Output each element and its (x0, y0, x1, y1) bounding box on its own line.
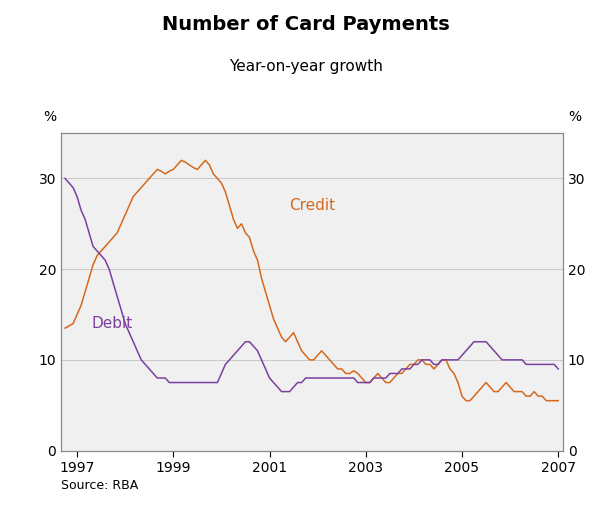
Text: Number of Card Payments: Number of Card Payments (162, 15, 450, 34)
Text: Year-on-year growth: Year-on-year growth (229, 59, 383, 74)
Text: %: % (568, 110, 581, 123)
Text: Source: RBA: Source: RBA (61, 479, 138, 492)
Text: Credit: Credit (289, 198, 335, 213)
Text: Debit: Debit (92, 316, 133, 331)
Text: %: % (43, 110, 56, 123)
